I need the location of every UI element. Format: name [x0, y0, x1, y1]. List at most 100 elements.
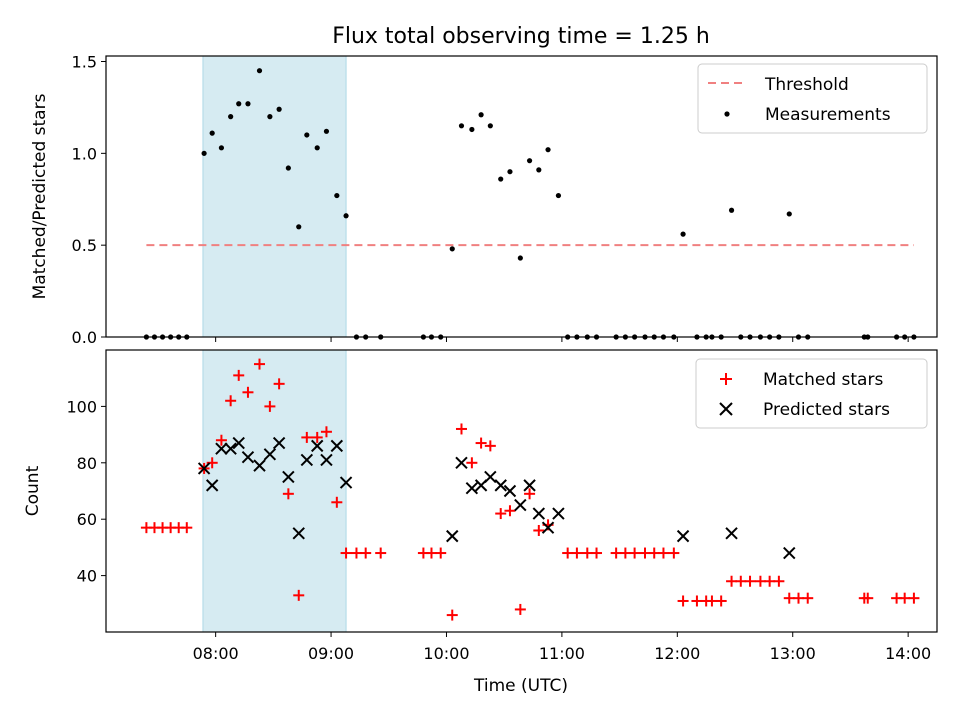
- measurement-point: [267, 114, 273, 120]
- matched-star-point: [899, 592, 911, 604]
- matched-star-point: [908, 592, 920, 604]
- measurement-point: [786, 211, 792, 217]
- predicted-star-point: [552, 507, 565, 520]
- predicted-star-point: [532, 507, 546, 520]
- measurement-point: [209, 130, 215, 136]
- matched-star-point: [514, 603, 526, 615]
- predicted-star-point: [494, 479, 507, 492]
- measurement-point: [314, 145, 320, 151]
- matched-star-point: [425, 547, 437, 559]
- top-highlight-span: [202, 55, 347, 338]
- top-ytick-label: 1.0: [72, 144, 97, 163]
- bottom-ytick-label: 80: [77, 454, 97, 473]
- predicted-star-point: [205, 479, 219, 492]
- bottom-xtick-label: 08:00: [193, 644, 239, 663]
- bottom-ytick-label: 40: [77, 567, 97, 586]
- bottom-xtick-label: 10:00: [423, 644, 469, 663]
- measurement-point: [218, 145, 225, 151]
- measurement-point: [304, 132, 310, 138]
- bottom-y-axis-label: Count: [23, 465, 43, 516]
- matched-star-point: [581, 547, 593, 559]
- matched-star-point: [619, 547, 631, 559]
- bottom-x-ticks: 08:00 09:00 10:00 11:00 12:00 13:00 14:00: [193, 632, 931, 663]
- measurement-point: [680, 231, 686, 237]
- measurement-point: [334, 192, 340, 199]
- predicted-star-point: [263, 448, 277, 461]
- matched-star-point: [466, 457, 478, 469]
- matched-star-point: [715, 595, 727, 607]
- predicted-star-point: [455, 456, 468, 470]
- matched-star-point: [783, 592, 795, 604]
- matched-star-point: [282, 488, 294, 500]
- measurement-point: [507, 169, 513, 175]
- bottom-xtick-label: 12:00: [654, 644, 700, 663]
- matched-star-point: [639, 547, 651, 559]
- measurement-point: [458, 123, 465, 129]
- matched-star-point: [311, 431, 323, 443]
- predicted-star-point: [503, 484, 517, 498]
- matched-star-point: [629, 547, 641, 559]
- matched-star-point: [802, 592, 814, 604]
- measurement-point: [478, 112, 484, 118]
- x-axis-label: Time (UTC): [473, 676, 568, 696]
- measurement-point: [228, 114, 234, 120]
- matched-star-point: [754, 575, 766, 587]
- matched-star-point: [293, 589, 305, 601]
- measurement-point: [236, 101, 242, 107]
- measurement-point: [201, 150, 207, 156]
- predicted-star-point: [253, 459, 266, 472]
- matched-star-point: [657, 547, 669, 559]
- matched-star-point: [691, 595, 703, 607]
- measurement-point: [555, 192, 562, 199]
- matched-star-point: [495, 508, 507, 520]
- matched-star-points: [140, 358, 920, 621]
- top-legend-box: [697, 63, 928, 134]
- matched-star-point: [264, 400, 276, 412]
- predicted-star-point: [197, 462, 211, 475]
- legend-matched-label: Matched stars: [763, 370, 883, 390]
- measurement-point: [487, 123, 493, 129]
- bottom-xtick-label: 13:00: [770, 644, 816, 663]
- matched-star-point: [233, 369, 245, 381]
- predicted-star-point: [272, 436, 286, 450]
- measurement-point: [296, 224, 302, 230]
- matched-star-point: [301, 431, 313, 443]
- bottom-ytick-label: 60: [77, 510, 97, 529]
- measurement-point: [536, 167, 542, 173]
- predicted-star-point: [523, 479, 536, 492]
- legend-predicted-label: Predicted stars: [763, 400, 890, 420]
- matched-star-point: [254, 358, 266, 370]
- matched-star-point: [862, 592, 874, 604]
- predicted-star-point: [282, 470, 295, 484]
- matched-star-point: [181, 522, 193, 534]
- matched-star-point: [504, 505, 516, 517]
- predicted-star-point: [725, 527, 738, 540]
- bottom-highlight-span: [202, 349, 347, 633]
- measurement-point: [285, 165, 291, 171]
- measurement-point: [498, 176, 504, 182]
- predicted-star-points: [197, 436, 796, 560]
- predicted-star-point: [232, 436, 245, 450]
- top-y-axis-label: Matched/Predicted stars: [30, 93, 50, 299]
- predicted-star-point: [484, 470, 497, 484]
- matched-star-point: [215, 434, 227, 446]
- predicted-star-point: [292, 527, 305, 540]
- predicted-star-point: [320, 453, 333, 467]
- predicted-star-point: [541, 521, 555, 534]
- matched-star-point: [455, 423, 467, 435]
- predicted-star-point: [339, 476, 353, 489]
- top-ytick-label: 0.0: [72, 328, 97, 347]
- matched-star-point: [677, 595, 689, 607]
- predicted-star-point: [676, 529, 690, 543]
- matched-star-point: [375, 547, 387, 559]
- predicted-star-point: [330, 439, 344, 453]
- measurement-point: [517, 255, 523, 261]
- bottom-y-ticks: 40 60 80 100: [66, 397, 106, 586]
- top-x-ticks: [215, 337, 909, 342]
- matched-star-point: [744, 575, 756, 587]
- predicted-star-point: [783, 546, 796, 560]
- measurement-point: [469, 126, 475, 133]
- matched-star-point: [475, 437, 487, 449]
- matched-star-point: [446, 609, 458, 621]
